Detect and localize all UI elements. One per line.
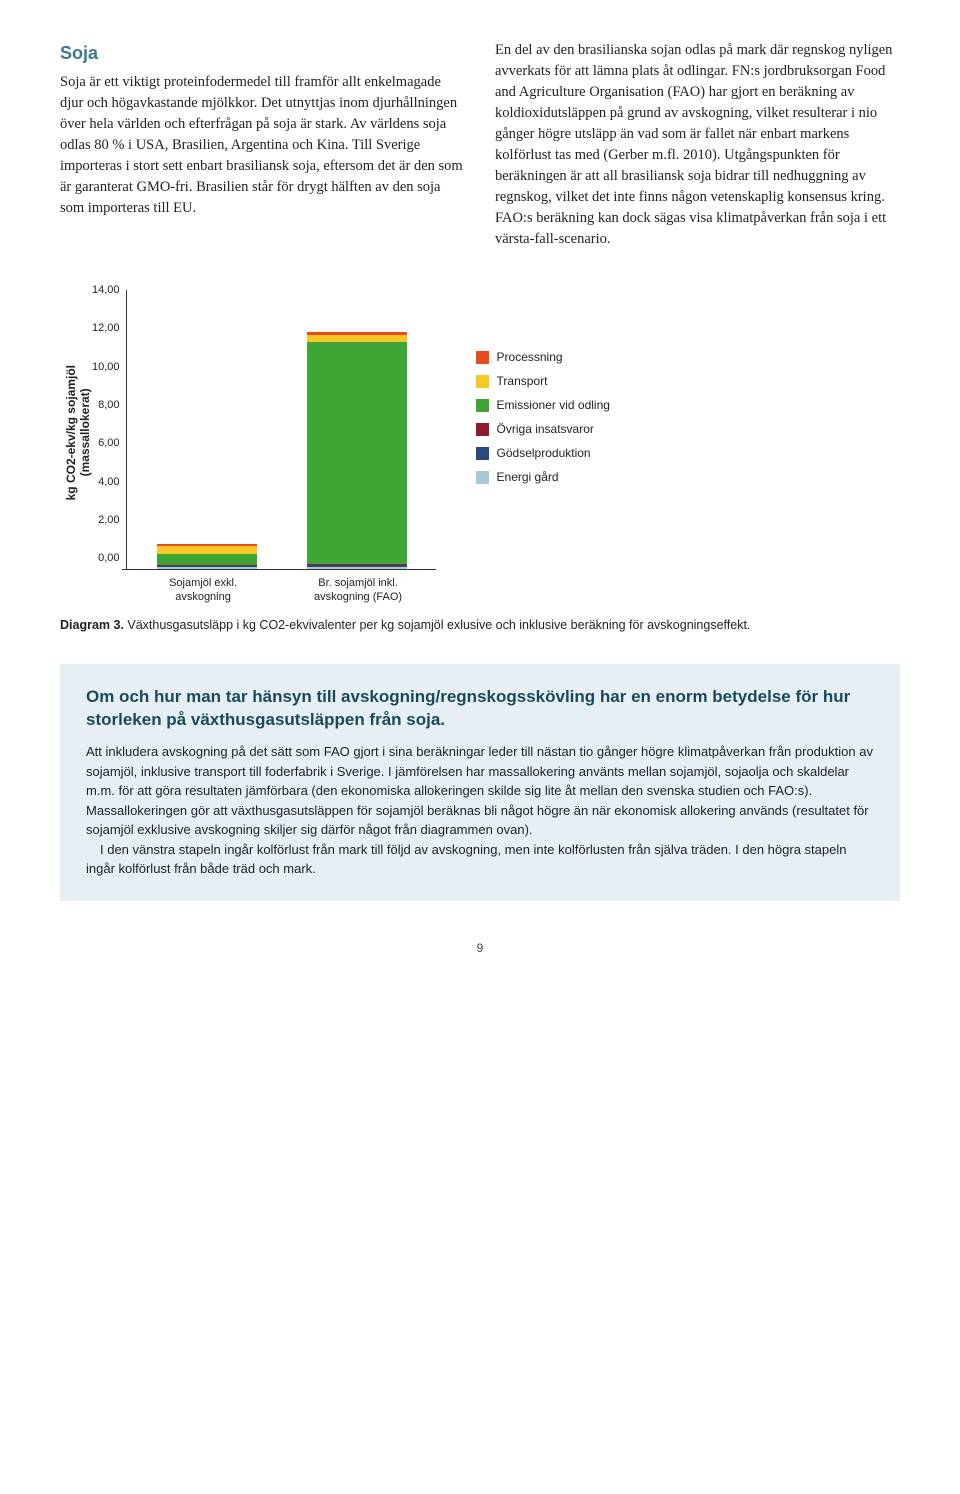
intro-columns: Soja Soja är ett viktigt proteinfodermed… [60,40,900,250]
legend-label: Energi gård [497,470,559,484]
bar-segment [157,546,257,554]
legend-item: Gödselproduktion [476,446,610,460]
legend-label: Transport [497,374,548,388]
y-tick: 12,00 [92,322,120,334]
section-heading: Soja [60,40,465,66]
bar-segment [157,567,257,569]
legend-swatch [476,375,489,388]
plot-area [126,290,436,570]
legend-swatch [476,423,489,436]
x-label: Br. sojamjöl inkl.avskogning (FAO) [281,576,436,605]
bar [307,332,407,569]
left-column: Soja Soja är ett viktigt proteinfodermed… [60,40,465,250]
bar-segment [307,342,407,564]
callout-body: Att inkludera avskogning på det sätt som… [86,742,874,879]
chart-wrap: kg CO2-ekv/kg sojamjöl (massallokerat) 1… [60,290,436,605]
callout-box: Om och hur man tar hänsyn till avskognin… [60,664,900,900]
right-column-text: En del av den brasilianska sojan odlas p… [495,42,892,247]
legend-item: Processning [476,350,610,364]
caption-text: Växthusgasutsläpp i kg CO2-ekvivalenter … [124,618,750,632]
legend-item: Emissioner vid odling [476,398,610,412]
x-label: Sojamjöl exkl.avskogning [126,576,281,605]
y-tick: 10,00 [92,361,120,373]
legend-swatch [476,399,489,412]
y-axis-label: kg CO2-ekv/kg sojamjöl (massallokerat) [60,365,92,500]
legend-swatch [476,447,489,460]
bar [157,544,257,569]
legend-label: Övriga insatsvaror [497,422,594,436]
x-labels: Sojamjöl exkl.avskogningBr. sojamjöl ink… [126,576,436,605]
y-tick: 0,00 [92,552,120,564]
chart-area: kg CO2-ekv/kg sojamjöl (massallokerat) 1… [60,290,900,605]
legend-label: Gödselproduktion [497,446,591,460]
legend-swatch [476,471,489,484]
chart-inner: 14,0012,0010,008,006,004,002,000,00 Soja… [92,290,436,605]
callout-heading: Om och hur man tar hänsyn till avskognin… [86,686,874,732]
bar-segment [157,554,257,565]
bar-segment [307,567,407,569]
legend-label: Processning [497,350,563,364]
legend-swatch [476,351,489,364]
right-column: En del av den brasilianska sojan odlas p… [495,40,900,250]
ylabel-line2: (massallokerat) [78,388,92,476]
y-tick: 8,00 [92,399,120,411]
y-tick: 14,00 [92,284,120,296]
callout-p1: Att inkludera avskogning på det sätt som… [86,742,874,840]
legend-item: Energi gård [476,470,610,484]
legend-label: Emissioner vid odling [497,398,610,412]
callout-p2: I den vänstra stapeln ingår kolförlust f… [86,840,874,879]
ylabel-line1: kg CO2-ekv/kg sojamjöl [64,365,78,500]
y-tick: 2,00 [92,514,120,526]
y-tick: 4,00 [92,476,120,488]
legend: Processning Transport Emissioner vid odlin… [476,350,610,494]
y-ticks: 14,0012,0010,008,006,004,002,000,00 [92,290,126,570]
legend-item: Övriga insatsvaror [476,422,610,436]
left-column-text: Soja är ett viktigt proteinfodermedel ti… [60,74,463,216]
legend-item: Transport [476,374,610,388]
y-tick: 6,00 [92,437,120,449]
caption-label: Diagram 3. [60,618,124,632]
chart-caption: Diagram 3. Växthusgasutsläpp i kg CO2-ek… [60,617,900,635]
baseline-tick [122,569,127,571]
bar-segment [307,335,407,342]
page-number: 9 [60,941,900,955]
